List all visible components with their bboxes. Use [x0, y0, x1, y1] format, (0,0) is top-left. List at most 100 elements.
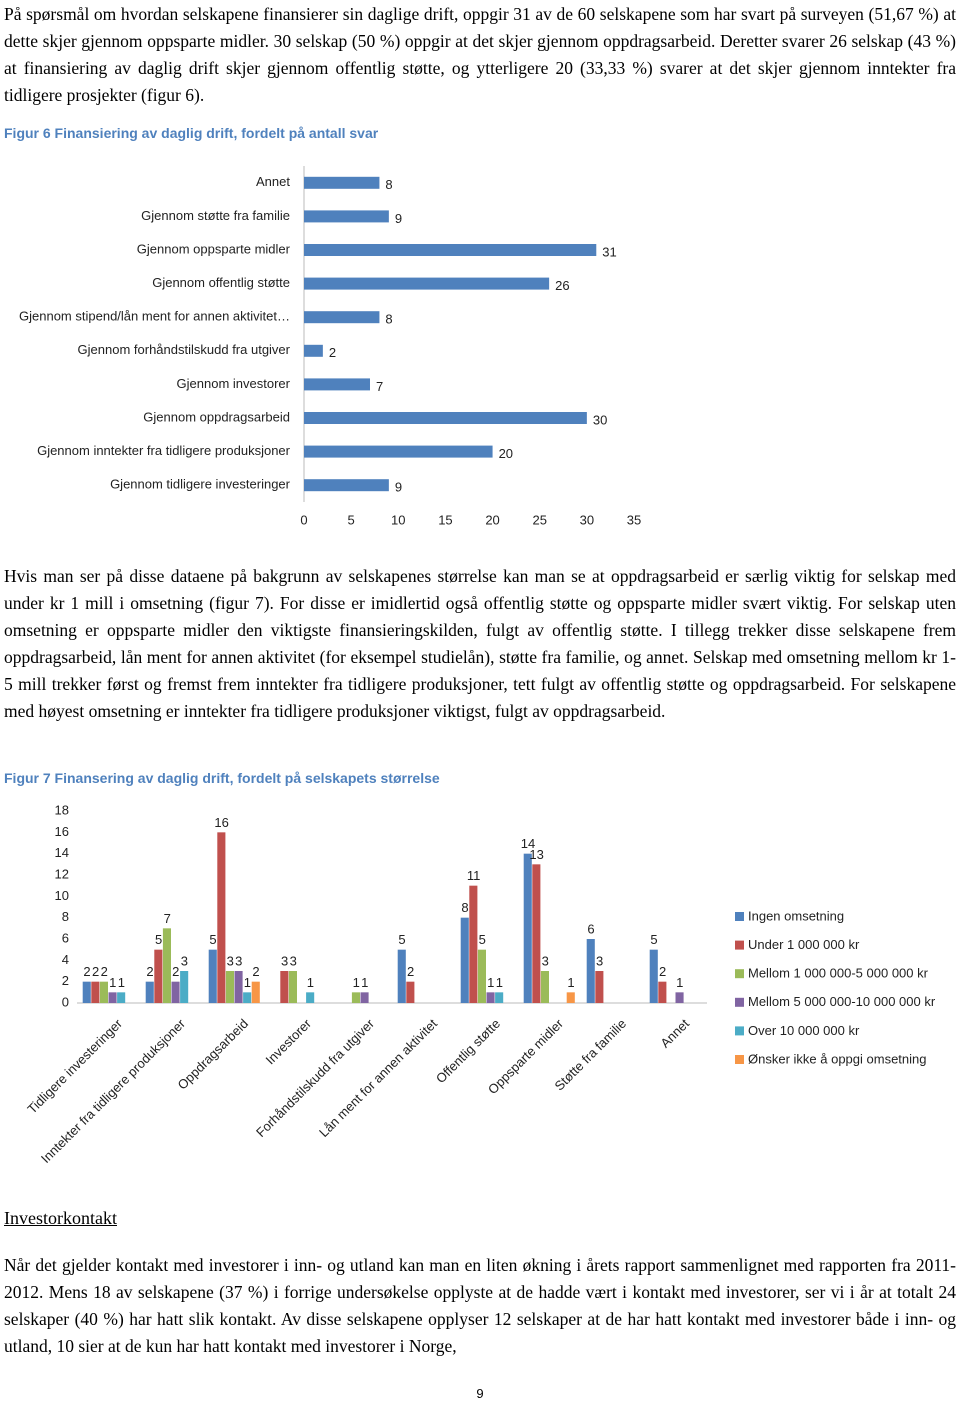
y-tick-label: 8 [62, 909, 69, 924]
bar [208, 949, 217, 1003]
bar [91, 981, 100, 1003]
data-label: 1 [676, 975, 683, 990]
data-label: 5 [650, 932, 657, 947]
bar [180, 971, 189, 1003]
bar [658, 981, 667, 1003]
paragraph: Når det gjelder kontakt med investorer i… [4, 1255, 956, 1356]
bar [532, 864, 541, 1003]
bar [304, 344, 323, 357]
legend-label: Mellom 5 000 000-10 000 000 kr [748, 994, 936, 1009]
y-tick-label: Gjennom inntekter fra tidligere produksj… [37, 443, 291, 458]
y-tick-label: 18 [55, 802, 69, 817]
bar [304, 311, 380, 324]
bar [304, 412, 587, 424]
bar [304, 479, 389, 492]
data-label: 2 [146, 964, 153, 979]
x-tick-label: 30 [580, 512, 594, 527]
legend-swatch [735, 1055, 744, 1064]
data-label: 3 [235, 953, 242, 968]
data-label: 9 [395, 211, 402, 226]
bar [540, 971, 549, 1003]
legend-swatch [735, 1026, 744, 1036]
legend-label: Over 10 000 000 kr [748, 1023, 860, 1038]
bar [304, 244, 597, 256]
data-label: 14 [521, 836, 535, 851]
bar [108, 992, 117, 1003]
data-label: 8 [385, 177, 392, 192]
paragraph: Hvis man ser på disse dataene på bakgrun… [4, 566, 956, 721]
y-tick-label: Gjennom investorer [177, 376, 291, 391]
data-label: 1 [487, 975, 494, 990]
bar [304, 277, 550, 290]
y-tick-label: 0 [62, 994, 69, 1009]
bar [477, 949, 486, 1003]
bar [304, 210, 389, 223]
data-label: 3 [227, 953, 234, 968]
x-tick-label: Investorer [263, 1015, 315, 1067]
data-label: 2 [172, 964, 179, 979]
data-label: 3 [596, 953, 603, 968]
y-tick-label: Gjennom forhåndstilskudd fra utgiver [78, 342, 291, 357]
data-label: 5 [398, 932, 405, 947]
bar [145, 981, 154, 1003]
heading: Investorkontakt [4, 1208, 117, 1228]
figure-caption: Figur 7 Finansering av daglig drift, for… [4, 770, 440, 786]
legend-swatch [735, 997, 744, 1007]
data-label: 1 [567, 975, 574, 990]
bar [304, 176, 380, 189]
figure-caption: Figur 6 Finansiering av daglig drift, fo… [4, 125, 379, 141]
legend-swatch [735, 969, 744, 979]
bar [469, 885, 478, 1003]
bar [486, 992, 495, 1003]
bar [495, 992, 504, 1003]
x-tick-label: 5 [348, 512, 355, 527]
y-tick-label: 6 [62, 930, 69, 945]
bar [225, 971, 234, 1003]
data-label: 11 [467, 868, 481, 883]
data-label: 2 [92, 964, 99, 979]
data-label: 1 [307, 975, 314, 990]
bar [460, 917, 469, 1003]
data-label: 3 [181, 953, 188, 968]
data-label: 2 [252, 964, 259, 979]
bar [280, 971, 289, 1003]
data-label: 9 [395, 480, 402, 495]
data-label: 13 [529, 847, 543, 862]
bar [586, 939, 595, 1003]
bar [234, 971, 243, 1003]
x-tick-label: Lån ment for annen aktivitet [316, 1016, 440, 1140]
bar [649, 949, 658, 1003]
bar [251, 981, 260, 1003]
data-label: 1 [353, 975, 360, 990]
bar [351, 992, 360, 1003]
y-tick-label: Gjennom oppdragsarbeid [143, 409, 290, 424]
bar [397, 949, 406, 1003]
data-label: 31 [602, 244, 616, 259]
data-label: 5 [209, 932, 216, 947]
y-tick-label: 12 [55, 866, 69, 881]
data-label: 2 [659, 964, 666, 979]
bar [217, 832, 226, 1003]
legend-label: Mellom 1 000 000-5 000 000 kr [748, 966, 929, 981]
data-label: 30 [593, 412, 607, 427]
bar [675, 992, 684, 1003]
y-tick-label: Gjennom tidligere investeringer [110, 477, 291, 492]
data-label: 26 [555, 278, 569, 293]
y-tick-label: 14 [55, 845, 69, 860]
x-tick-label: Annet [657, 1016, 692, 1051]
x-tick-label: 35 [627, 512, 641, 527]
data-label: 3 [290, 953, 297, 968]
bar [360, 992, 369, 1003]
bar [406, 981, 415, 1003]
data-label: 1 [118, 975, 125, 990]
y-tick-label: 4 [62, 952, 69, 967]
bar [566, 992, 575, 1003]
legend-label: Under 1 000 000 kr [748, 937, 860, 952]
bar [82, 981, 91, 1003]
data-label: 7 [164, 911, 171, 926]
x-tick-label: 15 [438, 512, 452, 527]
bar [154, 949, 163, 1003]
bar [306, 992, 315, 1003]
